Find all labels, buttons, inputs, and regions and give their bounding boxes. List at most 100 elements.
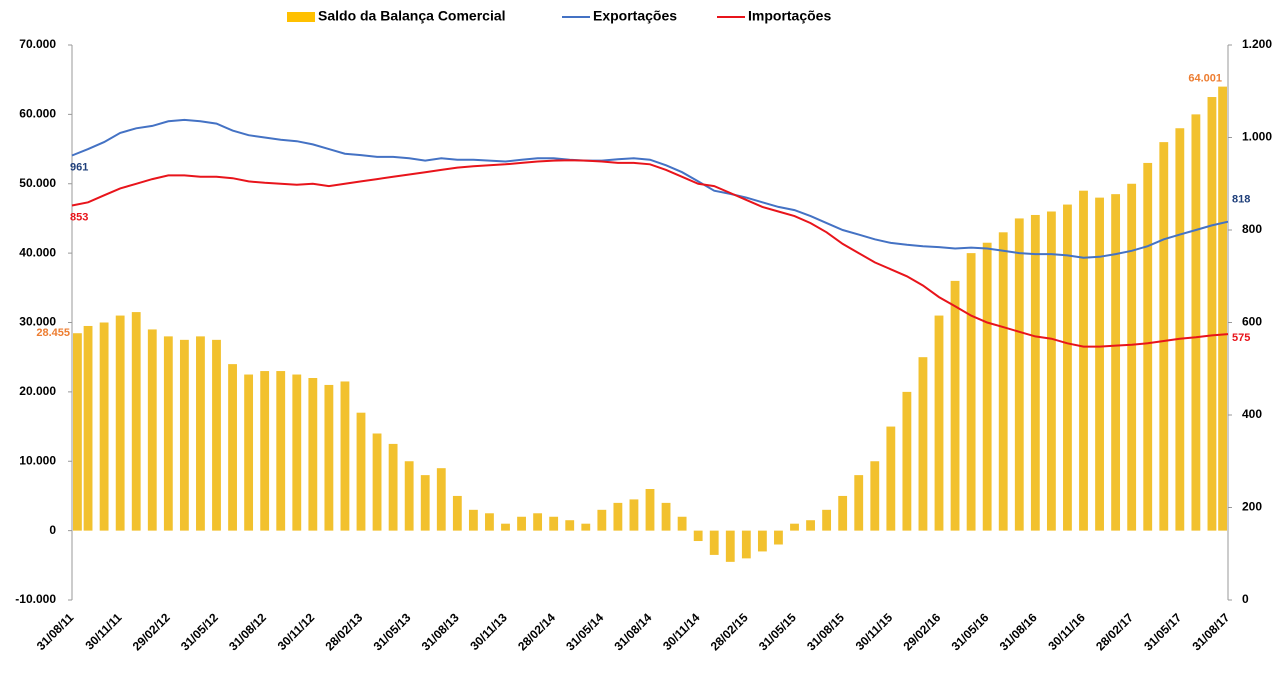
x-tick-label: 31/08/11 — [34, 610, 77, 653]
bar — [404, 461, 414, 531]
y-tick-label: 20.000 — [19, 384, 56, 398]
bar — [854, 475, 864, 531]
y2-tick-label: 400 — [1242, 407, 1262, 421]
bar — [870, 461, 880, 531]
x-tick-label: 30/11/13 — [467, 610, 510, 653]
x-tick-label: 30/11/14 — [660, 610, 703, 653]
bar — [228, 364, 237, 531]
bar — [501, 523, 510, 531]
x-tick-label: 30/11/15 — [853, 610, 896, 653]
x-tick-label: 30/11/11 — [83, 610, 125, 652]
y2-tick-label: 600 — [1242, 315, 1262, 329]
bar — [806, 520, 815, 531]
y-tick-label: 70.000 — [19, 37, 56, 51]
x-tick-label: 28/02/15 — [708, 610, 751, 653]
legend-label: Saldo da Balança Comercial — [318, 8, 506, 24]
y2-tick-label: 1.200 — [1242, 37, 1272, 51]
bar — [613, 502, 623, 531]
bar — [372, 433, 382, 531]
bar — [452, 495, 462, 531]
bar — [1207, 97, 1217, 531]
bar — [597, 509, 607, 531]
legend-label: Exportações — [593, 8, 677, 24]
bar — [1030, 214, 1040, 531]
bar — [356, 412, 366, 531]
bar — [661, 502, 671, 531]
y2-tick-label: 200 — [1242, 500, 1262, 514]
bar — [966, 253, 976, 531]
bar — [822, 509, 832, 531]
bar — [324, 384, 334, 531]
x-tick-label: 29/02/16 — [900, 610, 943, 653]
bar — [1218, 86, 1227, 531]
y-tick-label: 10.000 — [19, 453, 56, 467]
bar — [982, 242, 992, 531]
bar — [131, 312, 141, 531]
bar — [725, 530, 735, 562]
bar — [1127, 183, 1137, 531]
bar — [308, 378, 318, 531]
bar — [790, 523, 799, 531]
legend-swatch — [287, 12, 315, 22]
bar — [549, 516, 559, 531]
bar — [950, 280, 960, 531]
bar — [1095, 197, 1104, 531]
y2-tick-label: 0 — [1242, 592, 1249, 606]
data-label: 64.001 — [1188, 73, 1222, 85]
bar — [436, 468, 446, 531]
y-tick-label: 30.000 — [19, 315, 56, 329]
x-tick-label: 28/02/17 — [1093, 610, 1136, 653]
bar — [918, 357, 928, 531]
x-tick-label: 31/08/14 — [611, 610, 654, 653]
bar — [1063, 204, 1072, 531]
bar — [340, 381, 350, 531]
bar — [581, 523, 591, 531]
x-tick-label: 28/02/14 — [515, 610, 558, 653]
bar — [260, 371, 270, 531]
x-tick-label: 31/08/17 — [1189, 610, 1232, 653]
bar — [741, 530, 751, 559]
bar — [1046, 211, 1056, 531]
bar — [276, 371, 286, 531]
bar — [196, 336, 205, 531]
x-tick-label: 31/05/15 — [756, 610, 799, 653]
bar — [388, 443, 398, 531]
line — [71, 118, 1229, 259]
bar — [709, 530, 719, 555]
bar — [99, 322, 109, 531]
x-tick-label: 31/08/12 — [226, 610, 269, 653]
bar — [645, 489, 655, 531]
bar — [1111, 194, 1121, 531]
bar — [292, 374, 302, 531]
bar — [757, 530, 767, 552]
x-tick-label: 31/05/13 — [371, 610, 414, 653]
x-tick-label: 31/05/17 — [1141, 610, 1184, 653]
x-tick-label: 30/11/12 — [275, 610, 318, 653]
y-tick-label: 0 — [49, 523, 56, 537]
bar — [1159, 142, 1169, 531]
bar — [244, 374, 254, 531]
bar — [212, 339, 221, 531]
legend-label: Importações — [748, 8, 831, 24]
bar — [73, 333, 82, 531]
bar — [533, 513, 543, 531]
data-label: 575 — [1232, 332, 1250, 344]
bar — [147, 329, 157, 531]
y2-tick-label: 1.000 — [1242, 130, 1272, 144]
bar — [629, 499, 639, 531]
bar — [115, 315, 125, 531]
bar — [998, 232, 1008, 531]
y-tick-label: 50.000 — [19, 176, 56, 190]
y2-tick-label: 800 — [1242, 222, 1262, 236]
bar — [774, 530, 783, 545]
bar — [677, 516, 687, 531]
bar — [1014, 218, 1024, 531]
data-label: 28.455 — [36, 327, 70, 339]
bar — [420, 475, 430, 531]
y-tick-label: -10.000 — [15, 592, 56, 606]
x-tick-label: 31/05/12 — [178, 610, 221, 653]
y-tick-label: 40.000 — [19, 245, 56, 259]
bar — [934, 315, 944, 531]
bar — [163, 336, 173, 531]
bar — [565, 520, 575, 531]
